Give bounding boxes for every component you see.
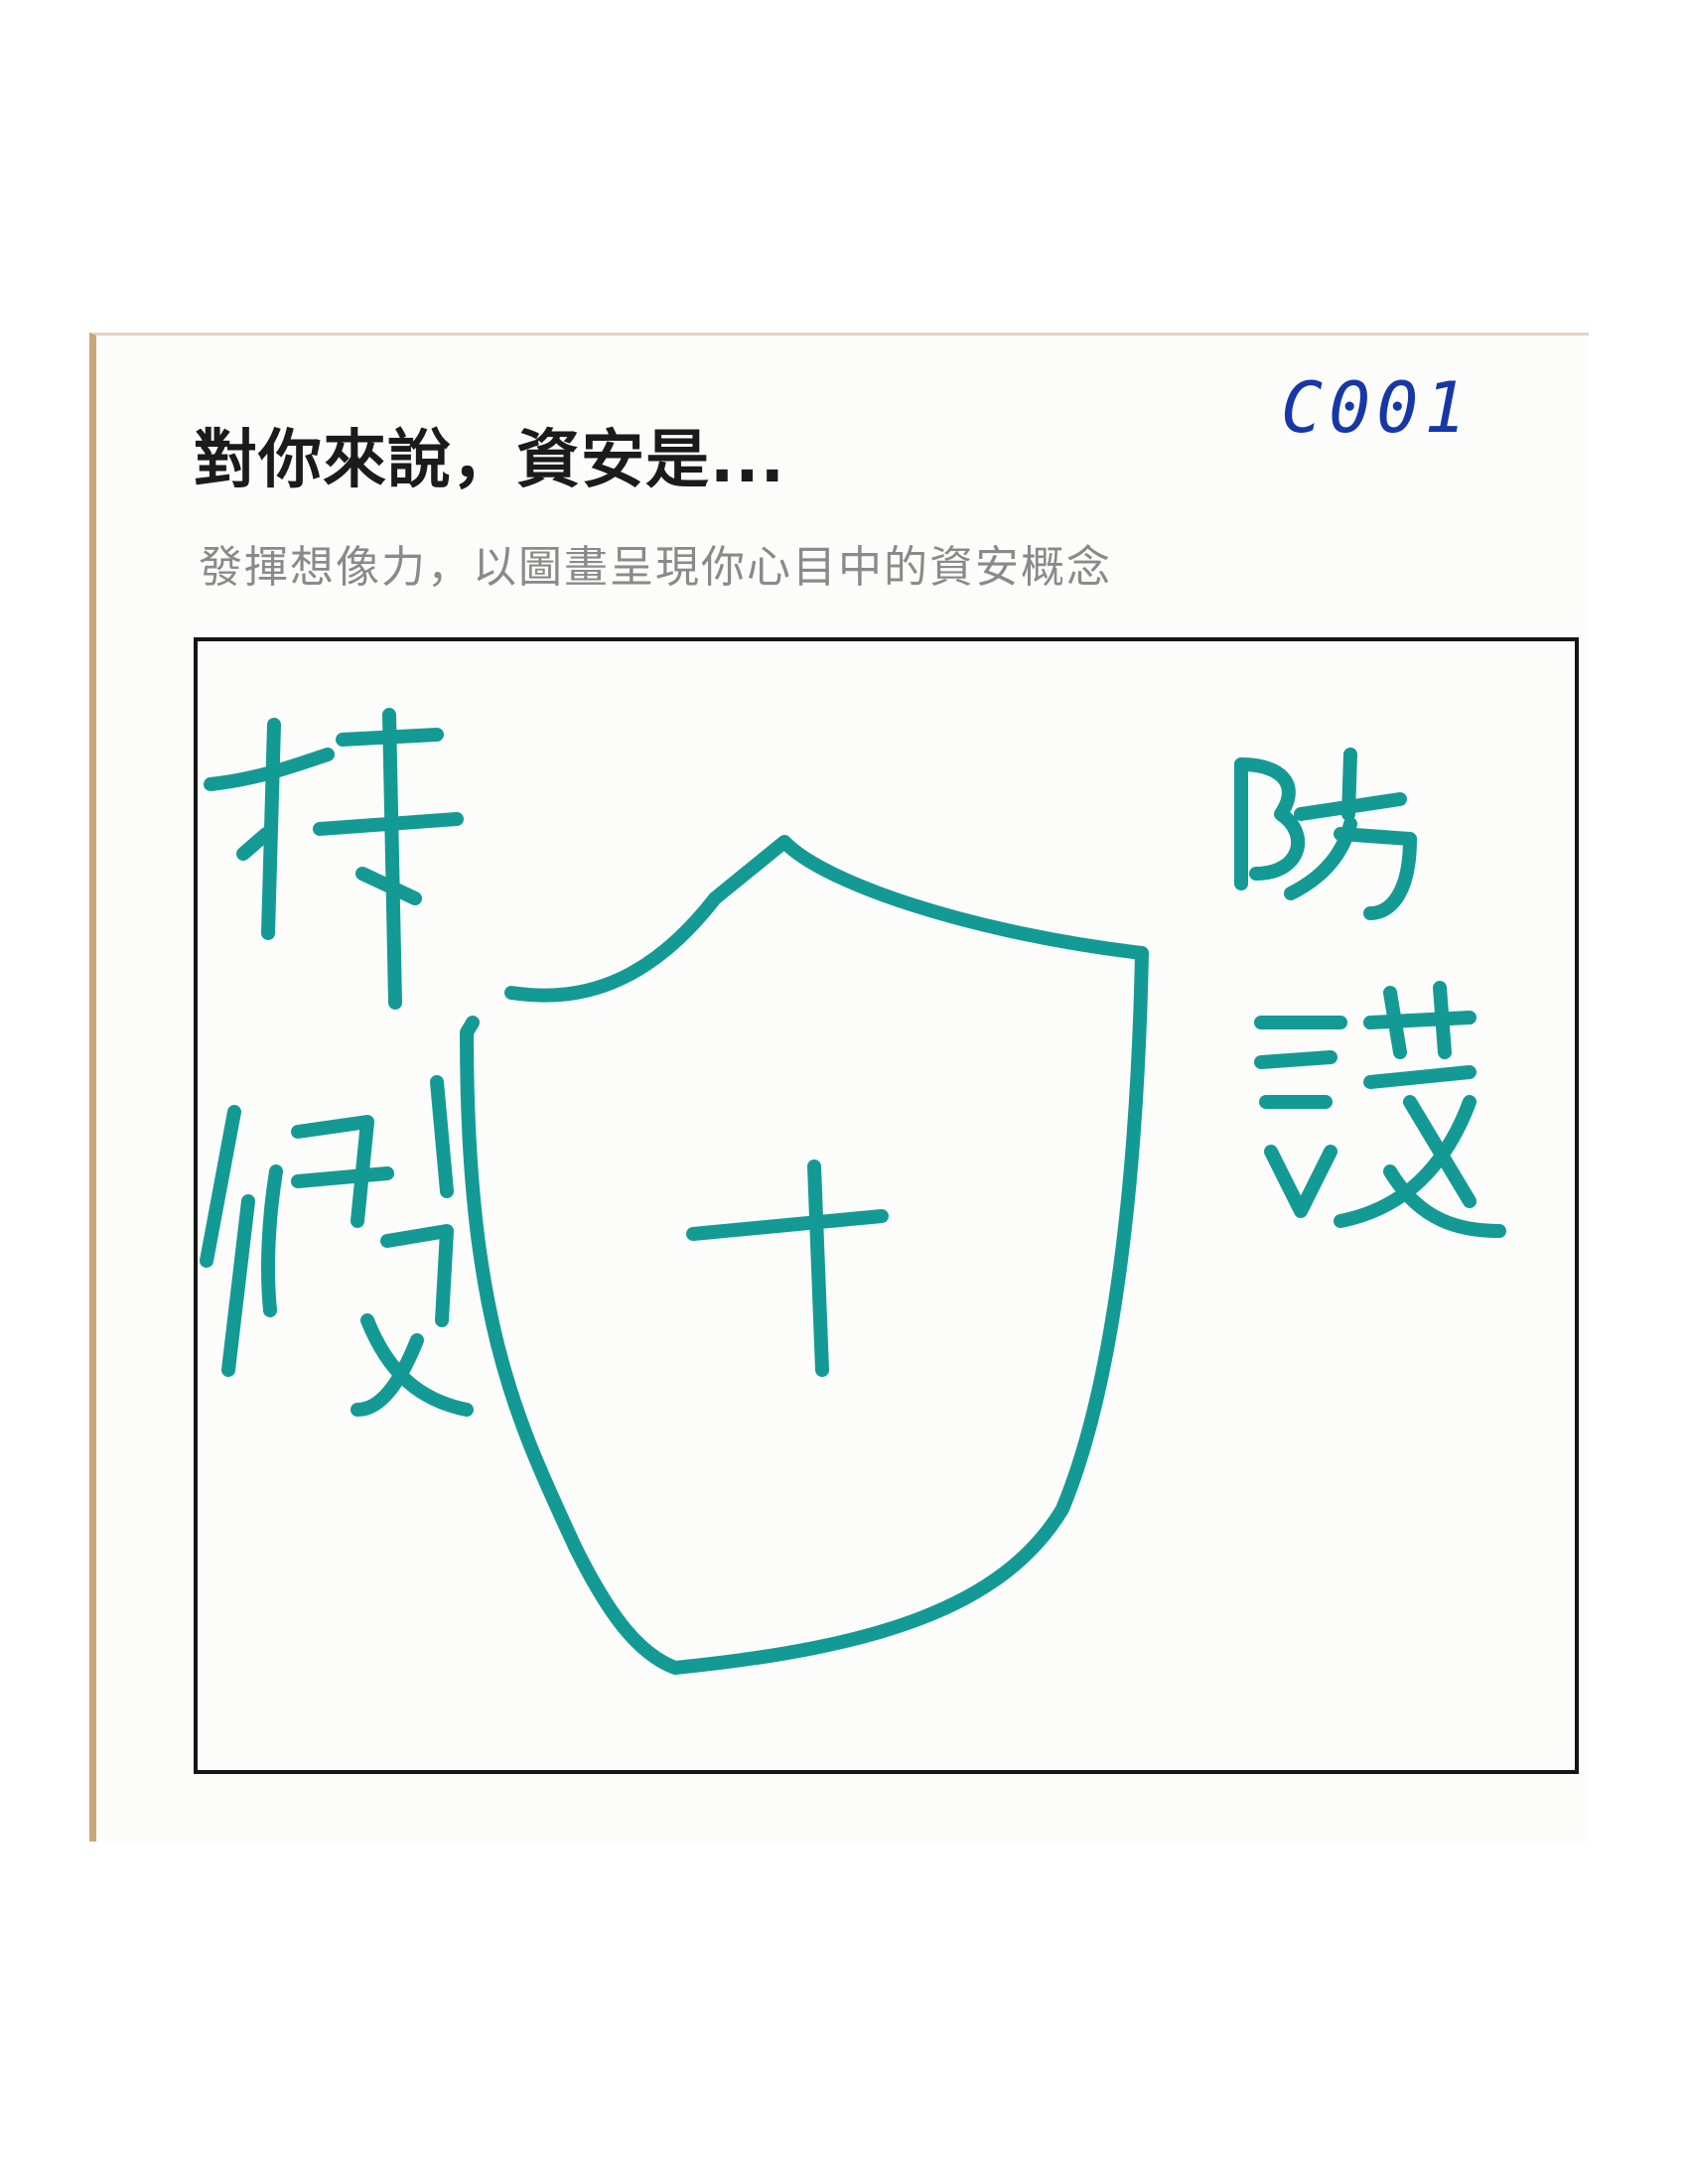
handwritten-code: C001 xyxy=(1281,367,1473,449)
left-handwriting xyxy=(200,708,474,1417)
cross-icon xyxy=(686,1160,889,1377)
card-subtitle: 發揮想像力，以圖畫呈現你心目中的資安概念 xyxy=(199,542,1112,593)
drawing-frame xyxy=(194,637,1579,1774)
right-handwriting xyxy=(1234,748,1506,1238)
shield-icon xyxy=(460,835,1149,1675)
card-title: 對你來說，資安是... xyxy=(194,424,785,497)
survey-card xyxy=(89,333,1589,1842)
